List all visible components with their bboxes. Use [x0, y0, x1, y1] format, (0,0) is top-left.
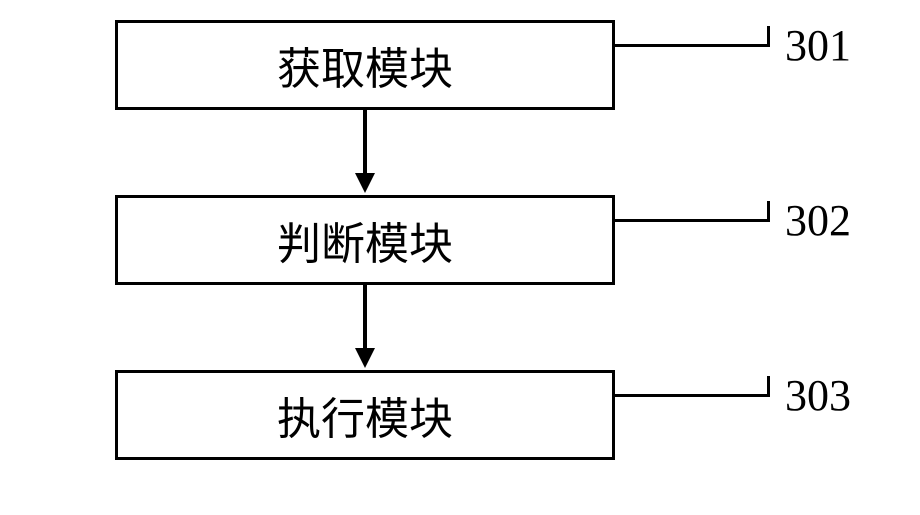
leader-line [767, 26, 770, 46]
arrow-connector [363, 285, 367, 350]
arrow-head-icon [355, 173, 375, 193]
node-label: 执行模块 [277, 383, 453, 447]
leader-line [767, 376, 770, 396]
node-label: 获取模块 [277, 33, 453, 97]
node-label: 判断模块 [277, 208, 453, 272]
node-judge-module: 判断模块 [115, 195, 615, 285]
arrow-connector [363, 110, 367, 175]
ref-number: 301 [785, 20, 851, 71]
leader-line [767, 201, 770, 221]
leader-line [615, 394, 770, 397]
ref-number: 303 [785, 370, 851, 421]
ref-number: 302 [785, 195, 851, 246]
leader-line [615, 44, 770, 47]
leader-line [615, 219, 770, 222]
flowchart-diagram: 获取模块 301 判断模块 302 执行模块 303 [0, 0, 920, 515]
arrow-head-icon [355, 348, 375, 368]
node-execute-module: 执行模块 [115, 370, 615, 460]
node-acquire-module: 获取模块 [115, 20, 615, 110]
